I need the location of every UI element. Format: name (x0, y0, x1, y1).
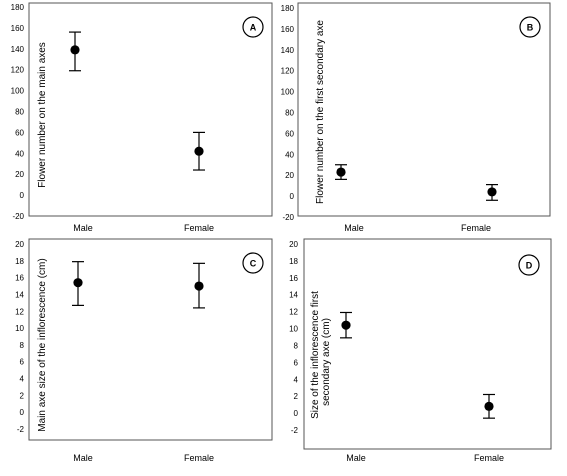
panel-frame (297, 2, 551, 217)
x-category-label: Male (73, 223, 93, 233)
y-tick-label: 120 (281, 67, 295, 76)
y-tick-label: 20 (15, 240, 24, 249)
y-tick-label: 100 (281, 88, 295, 97)
y-tick-label: 0 (20, 408, 25, 417)
y-axis-label-line-2: secondary axe (cm) (321, 318, 332, 406)
x-category-label: Female (474, 453, 504, 463)
panel-letter-circle (242, 16, 264, 38)
y-tick-label: 10 (15, 324, 24, 333)
y-tick-label: 16 (15, 274, 24, 283)
y-tick-label: 0 (20, 191, 25, 200)
panel-c: C Main axe size of the inflorescence (cm… (15, 238, 273, 463)
y-tick-label: 180 (11, 3, 25, 12)
y-tick-label: 12 (289, 308, 298, 317)
y-tick-label: -20 (12, 212, 24, 221)
y-tick-label: 60 (15, 128, 24, 137)
y-tick-label: 18 (15, 257, 24, 266)
y-tick-label: 2 (294, 392, 299, 401)
y-tick-label: 140 (281, 46, 295, 55)
y-tick-label: 40 (15, 149, 24, 158)
y-tick-label: -20 (282, 213, 294, 222)
y-tick-label: 120 (11, 66, 25, 75)
y-tick-label: 20 (285, 171, 294, 180)
y-axis-label: Flower number on the first secondary axe (315, 20, 326, 204)
x-category-label: Female (184, 453, 214, 463)
panel-letter: A (250, 23, 257, 33)
y-tick-label: 8 (294, 341, 299, 350)
y-tick-label: 20 (289, 240, 298, 249)
y-tick-label: 80 (285, 109, 294, 118)
mean-point (194, 146, 204, 156)
y-tick-label: 6 (294, 358, 299, 367)
panel-b: B Flower number on the first secondary a… (281, 2, 551, 233)
y-tick-label: 4 (20, 375, 25, 384)
y-tick-label: 8 (20, 341, 25, 350)
panel-d: D Size of the inflorescence first second… (289, 238, 552, 463)
y-tick-label: 6 (20, 358, 25, 367)
mean-point (194, 281, 204, 291)
y-tick-label: 10 (289, 325, 298, 334)
panel-letter: D (526, 261, 533, 271)
y-tick-label: 12 (15, 307, 24, 316)
mean-point (73, 278, 83, 288)
y-tick-label: 2 (20, 391, 25, 400)
mean-point (487, 187, 497, 197)
y-axis-label: Main axe size of the inflorescence (cm) (37, 258, 48, 431)
y-tick-label: 4 (294, 375, 299, 384)
y-axis-label-line-1: Size of the inflorescence first (310, 291, 321, 419)
y-tick-label: -2 (291, 426, 299, 435)
y-tick-label: 100 (11, 87, 25, 96)
y-tick-label: 40 (285, 150, 294, 159)
y-tick-label: 18 (289, 257, 298, 266)
y-tick-label: 60 (285, 129, 294, 138)
y-tick-label: 20 (15, 170, 24, 179)
y-tick-label: 80 (15, 108, 24, 117)
x-category-label: Female (461, 223, 491, 233)
y-tick-label: 0 (290, 192, 295, 201)
y-tick-label: 14 (289, 291, 298, 300)
mean-point (341, 320, 351, 330)
mean-point (484, 401, 494, 411)
y-tick-label: 180 (281, 4, 295, 13)
x-category-label: Male (344, 223, 364, 233)
x-category-label: Female (184, 223, 214, 233)
x-category-label: Male (346, 453, 366, 463)
y-tick-label: 160 (281, 25, 295, 34)
panel-letter-circle (519, 16, 541, 38)
panel-frame (303, 238, 552, 450)
panel-frame (28, 2, 273, 217)
y-axis-label: Flower number on the main axes (37, 42, 48, 188)
panel-letter: B (527, 23, 534, 33)
mean-point (70, 45, 80, 55)
panel-frame (28, 238, 273, 441)
y-tick-label: 14 (15, 290, 24, 299)
y-tick-label: -2 (17, 425, 25, 434)
panel-letter-circle (242, 252, 264, 274)
y-tick-label: 0 (294, 409, 299, 418)
x-category-label: Male (73, 453, 93, 463)
y-tick-label: 140 (11, 45, 25, 54)
mean-point (336, 167, 346, 177)
panel-letter-circle (518, 254, 540, 276)
panel-a: A Flower number on the main axes Male Fe… (11, 2, 273, 233)
y-tick-label: 160 (11, 24, 25, 33)
y-tick-label: 16 (289, 274, 298, 283)
panel-letter: C (250, 259, 257, 269)
